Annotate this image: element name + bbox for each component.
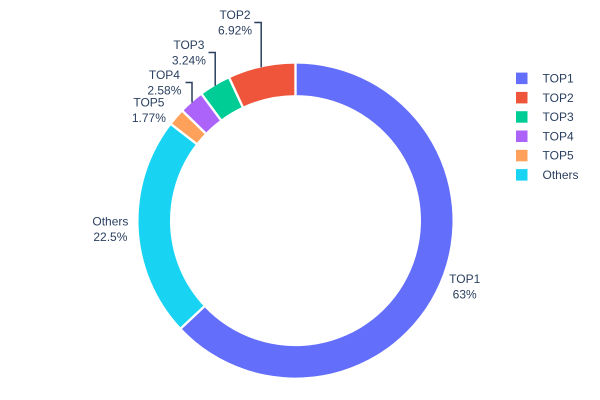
- svg-text:3.24%: 3.24%: [172, 54, 206, 68]
- svg-text:Others: Others: [543, 168, 579, 182]
- svg-text:TOP3: TOP3: [173, 38, 204, 52]
- svg-text:Others: Others: [92, 214, 128, 228]
- svg-text:TOP2: TOP2: [219, 8, 250, 22]
- svg-text:1.77%: 1.77%: [132, 111, 166, 125]
- svg-text:TOP5: TOP5: [543, 149, 574, 163]
- svg-text:2.58%: 2.58%: [147, 84, 181, 98]
- svg-text:63%: 63%: [453, 288, 477, 302]
- svg-text:TOP1: TOP1: [449, 272, 480, 286]
- svg-text:TOP3: TOP3: [543, 110, 574, 124]
- svg-text:6.92%: 6.92%: [218, 24, 252, 38]
- svg-text:TOP4: TOP4: [149, 68, 180, 82]
- svg-text:TOP2: TOP2: [543, 91, 574, 105]
- svg-text:TOP1: TOP1: [543, 72, 574, 86]
- svg-text:TOP4: TOP4: [543, 129, 574, 143]
- svg-text:TOP5: TOP5: [133, 96, 164, 110]
- svg-text:22.5%: 22.5%: [93, 230, 127, 244]
